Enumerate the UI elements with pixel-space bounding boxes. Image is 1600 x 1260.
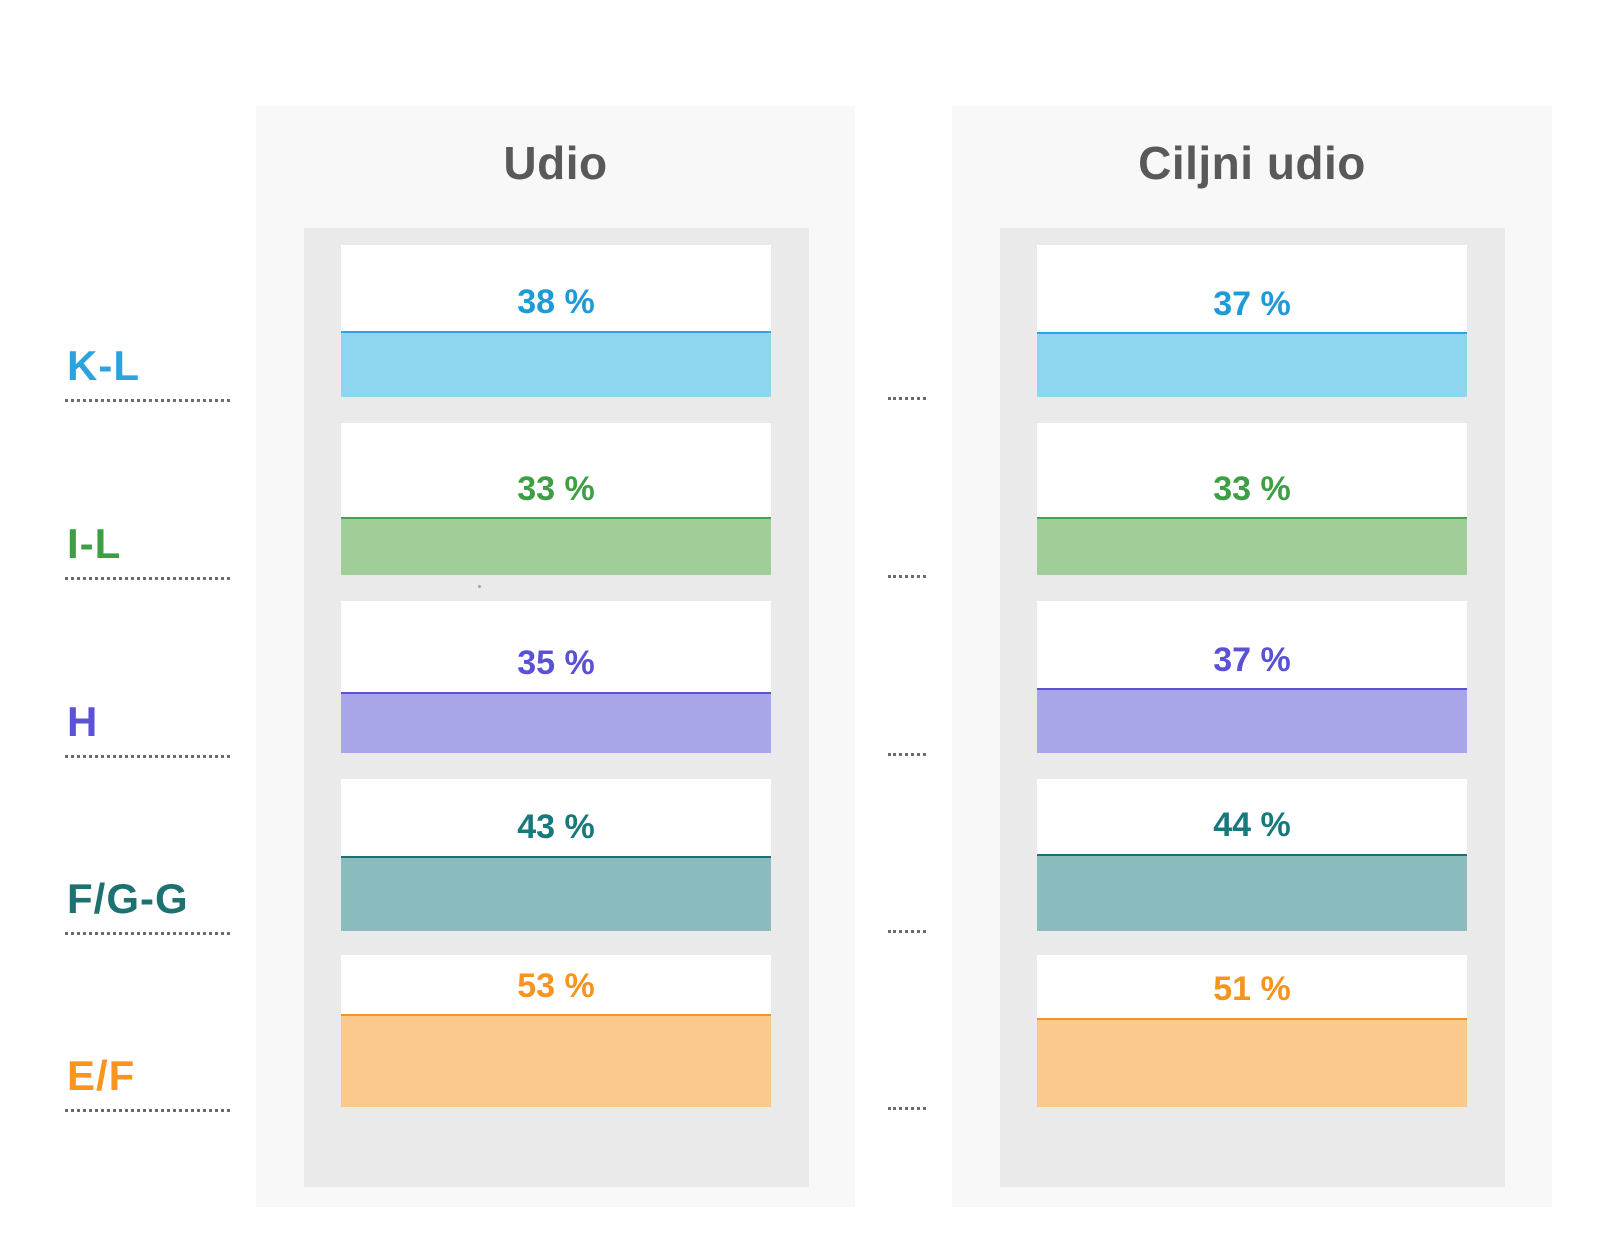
value-label: 37 % [1213, 284, 1291, 323]
category-label-h: H [67, 698, 99, 745]
card-udio-h: 35 % [341, 601, 771, 753]
gap-dotted-line [888, 1104, 926, 1110]
panel-ciljni-udio: Ciljni udio 37 % 33 % 37 % 44 % 51 % [952, 106, 1552, 1207]
value-label: 51 % [1213, 970, 1291, 1009]
gap-dotted-line [888, 750, 926, 756]
gap-dotted-line [888, 927, 926, 933]
card-udio-ef: 53 % [341, 955, 771, 1107]
category-label-il: I-L [67, 520, 122, 567]
panel-title-ciljni-udio: Ciljni udio [1138, 137, 1366, 189]
value-label: 33 % [1213, 469, 1291, 508]
bar-udio-kl [341, 330, 771, 397]
card-ciljni-kl: 37 % [1037, 245, 1467, 397]
card-ciljni-il: 33 % [1037, 423, 1467, 575]
label-row-ef: E/F [65, 1039, 230, 1112]
inner-panel-ciljni-udio: 37 % 33 % 37 % 44 % 51 % [1000, 228, 1505, 1187]
bar-udio-h [341, 691, 771, 753]
bar-ciljni-h [1037, 688, 1467, 753]
panel-udio: Udio 38 % 33 % 35 % 43 % 53 % [256, 106, 855, 1207]
value-label: 53 % [517, 966, 595, 1005]
speck-artifact [478, 585, 481, 588]
card-ciljni-h: 37 % [1037, 601, 1467, 753]
bar-ciljni-kl [1037, 332, 1467, 397]
category-label-kl: K-L [67, 342, 140, 389]
bar-ciljni-il [1037, 517, 1467, 575]
gap-dotted-line [888, 394, 926, 400]
value-label: 37 % [1213, 640, 1291, 679]
card-ciljni-ef: 51 % [1037, 955, 1467, 1107]
value-label: 35 % [517, 644, 595, 683]
card-ciljni-fgg: 44 % [1037, 779, 1467, 931]
bar-ciljni-fgg [1037, 854, 1467, 931]
value-label: 38 % [517, 282, 595, 321]
label-row-kl: K-L [65, 329, 230, 402]
card-udio-il: 33 % [341, 423, 771, 575]
card-udio-fgg: 43 % [341, 779, 771, 931]
category-label-fgg: F/G-G [67, 875, 189, 922]
bar-udio-ef [341, 1014, 771, 1107]
label-row-h: H [65, 685, 230, 758]
bar-ciljni-ef [1037, 1017, 1467, 1107]
label-row-il: I-L [65, 507, 230, 580]
category-label-ef: E/F [67, 1052, 136, 1099]
label-row-fgg: F/G-G [65, 862, 230, 935]
bar-udio-fgg [341, 855, 771, 931]
card-udio-kl: 38 % [341, 245, 771, 397]
value-label: 43 % [517, 808, 595, 847]
bar-udio-il [341, 517, 771, 575]
gap-dotted-line [888, 572, 926, 578]
value-label: 33 % [517, 469, 595, 508]
value-label: 44 % [1213, 806, 1291, 845]
panel-title-udio: Udio [503, 137, 608, 189]
inner-panel-udio: 38 % 33 % 35 % 43 % 53 % [304, 228, 809, 1187]
